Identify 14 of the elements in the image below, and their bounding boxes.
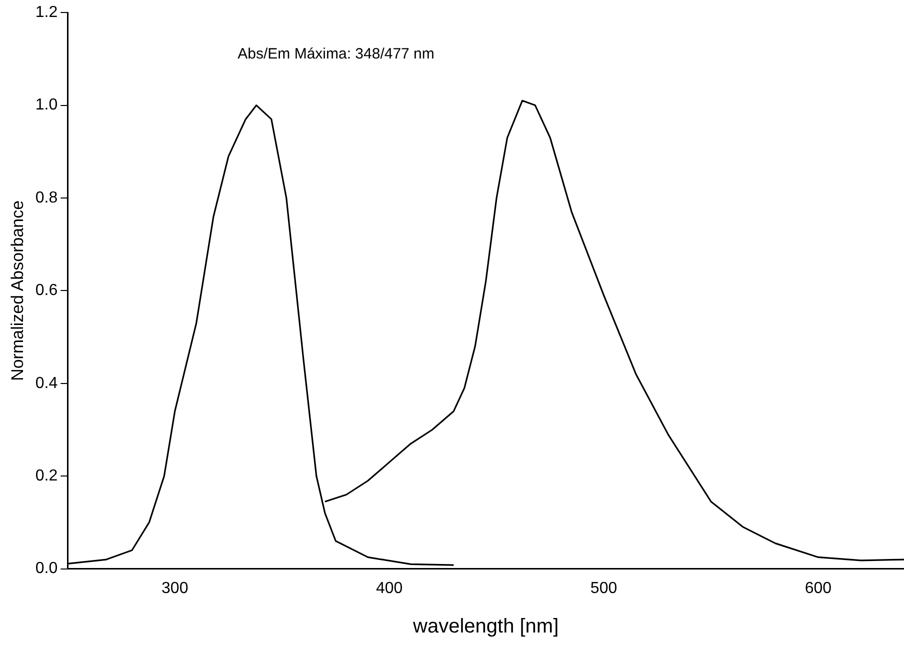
x-tick-label: 600 xyxy=(804,580,832,597)
y-axis-title: Normalized Absorbance xyxy=(8,200,27,381)
y-tick-label: 0.4 xyxy=(35,374,58,392)
x-axis-title: wavelength [nm] xyxy=(412,616,559,638)
y-tick-label: 1.0 xyxy=(35,96,58,114)
y-tick-label: 0.6 xyxy=(35,282,58,300)
x-tick-label: 500 xyxy=(590,580,618,597)
annotation: Abs/Em Máxima: 348/477 nm xyxy=(238,46,434,63)
x-tick-label: 300 xyxy=(162,580,188,597)
y-tick-label: 0.8 xyxy=(35,189,58,206)
y-tick-label: 1.2 xyxy=(35,4,58,22)
y-tick-label: 0.2 xyxy=(35,468,58,485)
y-tick-label: 0.0 xyxy=(35,560,58,578)
x-tick-label: 400 xyxy=(376,580,403,597)
